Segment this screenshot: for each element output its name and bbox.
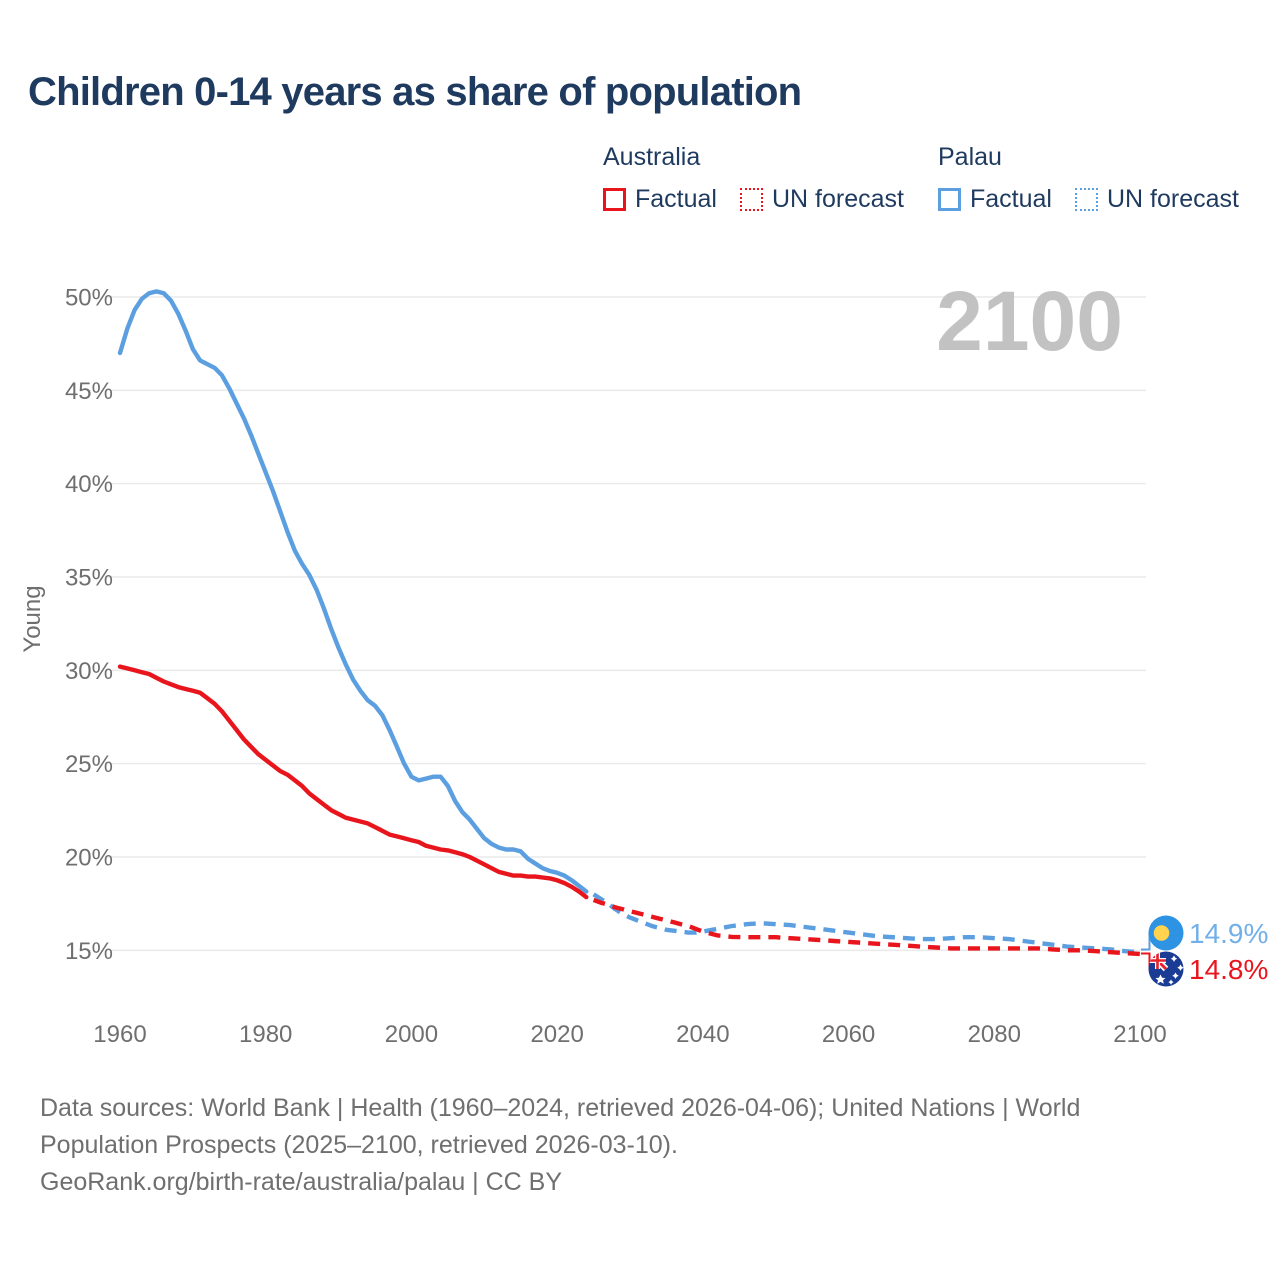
legend-swatch-australia-forecast[interactable] [739,188,763,211]
series-3 [592,897,1141,957]
watermark-year: 2100 [936,274,1123,368]
x-tick-1980: 1980 [239,1021,292,1048]
end-label-australia: 14.8% [1189,954,1268,985]
legend-label-palau-forecast[interactable]: UN forecast [1106,185,1239,213]
y-axis-title: Young [19,585,46,652]
series-1 [592,892,1141,955]
end-value-labels: 14.9% 14.8% [1189,918,1268,985]
y-tick-35: 35% [65,564,113,591]
legend-label-australia-forecast[interactable]: UN forecast [771,185,904,213]
x-tick-2040: 2040 [676,1021,729,1048]
legend-country-australia: Australia [603,143,701,171]
series-2 [117,664,589,900]
x-axis-tick-labels: 1960 1980 2000 2020 2040 2060 2080 2100 [93,1021,1166,1048]
y-tick-45: 45% [65,378,113,405]
palau-flag-icon [1148,915,1184,951]
footer-data-sources-line2: Population Prospects (2025–2100, retriev… [40,1131,678,1159]
y-tick-25: 25% [65,751,113,778]
series-0 [117,289,589,894]
y-tick-40: 40% [65,471,113,498]
legend-group-australia: Australia Factual UN forecast [603,143,904,214]
x-tick-2020: 2020 [530,1021,583,1048]
y-axis-tick-labels: 15% 20% 25% 30% 35% 40% 45% 50% [65,284,113,964]
y-tick-15: 15% [65,938,113,965]
legend-swatch-palau-factual[interactable] [938,188,961,211]
footer-data-sources-line1: Data sources: World Bank | Health (1960–… [40,1094,1081,1122]
x-tick-2060: 2060 [822,1021,875,1048]
legend-swatch-palau-forecast[interactable] [1074,188,1098,211]
legend-country-palau: Palau [938,143,1002,171]
x-tick-2000: 2000 [385,1021,438,1048]
y-tick-50: 50% [65,284,113,311]
legend-group-palau: Palau Factual UN forecast [938,143,1239,214]
x-tick-1960: 1960 [93,1021,146,1048]
australia-flag-icon [1148,951,1184,987]
legend-swatch-australia-factual[interactable] [603,188,626,211]
y-tick-20: 20% [65,844,113,871]
footer: Data sources: World Bank | Health (1960–… [40,1090,1080,1201]
legend-label-australia-factual[interactable]: Factual [635,185,717,213]
gridlines [106,296,1146,952]
x-tick-2080: 2080 [968,1021,1021,1048]
page-title: Children 0-14 years as share of populati… [28,70,802,114]
x-tick-2100: 2100 [1113,1021,1166,1048]
end-label-palau: 14.9% [1189,918,1268,949]
chart-series [117,289,1141,957]
southern-cross-stars [1155,955,1184,985]
footer-attribution: GeoRank.org/birth-rate/australia/palau |… [40,1168,563,1196]
y-tick-30: 30% [65,658,113,685]
legend-label-palau-factual[interactable]: Factual [970,185,1052,213]
